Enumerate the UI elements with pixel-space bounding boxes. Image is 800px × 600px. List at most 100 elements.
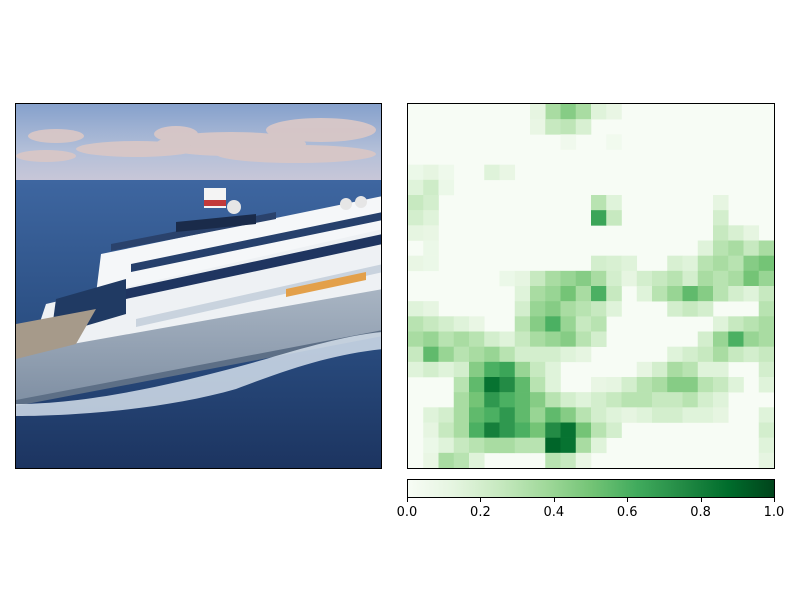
heatmap-cell [743,270,760,287]
heatmap-cell [530,361,546,378]
heatmap-cell [530,331,546,347]
heatmap-cell [423,437,439,454]
heatmap-cell [453,437,470,454]
heatmap-cell [469,361,485,378]
heatmap-cell [408,316,424,332]
heatmap-cell [652,392,668,408]
heatmap-cell [545,346,561,363]
heatmap-cell [423,195,439,211]
heatmap-cell [758,346,774,363]
colorbar-tick-label: 0.4 [543,505,565,520]
heatmap-panel [407,103,775,469]
heatmap-cell [758,377,774,393]
clouds [16,118,376,163]
heatmap-cell [682,346,699,363]
heatmap-cell [575,286,592,302]
heatmap-cell [606,195,622,211]
heatmap-cell [575,346,592,363]
heatmap-cell [530,270,546,287]
heatmap-cell [514,422,531,438]
heatmap-cell [560,407,577,423]
bow-deck [16,309,96,359]
heatmap-cell [682,301,699,317]
heatmap-cell [514,301,531,317]
heatmap-cell [423,179,439,196]
heatmap-cell [682,377,699,393]
heatmap-cell [697,361,714,378]
heatmap-cell [728,316,744,332]
heatmap-cell [545,316,561,332]
heatmap-cell [514,286,531,302]
heatmap-cell [682,255,699,272]
heatmap-cell [606,104,622,120]
heatmap-cell [408,346,424,363]
heatmap-cell [469,407,485,423]
heatmap-cell [743,346,760,363]
heatmap-cell [484,407,500,423]
heatmap-cell [728,377,744,393]
heatmap-cell [667,286,683,302]
heatmap-cell [667,392,683,408]
balconies [136,264,381,327]
heatmap-cell [484,346,500,363]
heatmap-cell [469,377,485,393]
heatmap-cell [530,346,546,363]
heatmap-cell [758,422,774,438]
heatmap-cell [667,407,683,423]
heatmap-cell [499,164,516,181]
ship [16,188,381,406]
heatmap-cell [606,377,622,393]
heatmap-cell [514,346,531,363]
heatmap-cell [667,346,683,363]
wake [16,332,381,416]
heatmap-cell [591,195,607,211]
heatmap-cell [575,316,592,332]
heatmap-cell [713,270,729,287]
heatmap-cell [606,210,622,226]
heatmap-cell [545,452,561,468]
heatmap-cell [423,452,439,468]
colorbar-tick [627,498,629,502]
heatmap-cell [423,331,439,347]
heatmap-cell [530,407,546,423]
heatmap-cell [469,392,485,408]
heatmap-cell [591,286,607,302]
heatmap-cell [545,437,561,454]
heatmap-cell [697,240,714,256]
heatmap-cell [728,225,744,241]
heatmap-cell [408,210,424,226]
heatmap-cell [469,346,485,363]
heatmap-cell [545,301,561,317]
heatmap-cell [591,377,607,393]
heatmap-cell [530,104,546,120]
heatmap-cell [530,422,546,438]
colorbar-tick-label: 0.0 [396,505,418,520]
heatmap-cell [652,270,668,287]
heatmap-cell [606,301,622,317]
heatmap-cell [591,316,607,332]
heatmap-cell [545,422,561,438]
heatmap-cell [728,331,744,347]
colorbar-tick [700,498,702,502]
heatmap-cell [408,179,424,196]
heatmap-cell [545,361,561,378]
heatmap-cell [591,104,607,120]
heatmap-cell [484,422,500,438]
colorbar-tick [480,498,482,502]
heatmap-cell [606,255,622,272]
heatmap-cell [408,331,424,347]
heatmap-cell [423,225,439,241]
heatmap-cell [560,316,577,332]
heatmap-cell [545,119,561,135]
heatmap-cell [758,361,774,378]
heatmap-cell [499,392,516,408]
heatmap-cell [530,392,546,408]
heatmap-cell [469,316,485,332]
heatmap-cell [667,255,683,272]
heatmap-cell [606,286,622,302]
heatmap-cell [652,407,668,423]
heatmap-cell [621,255,638,272]
heatmap-cell [697,286,714,302]
heatmap-cell [728,286,744,302]
heatmap-cell [713,210,729,226]
